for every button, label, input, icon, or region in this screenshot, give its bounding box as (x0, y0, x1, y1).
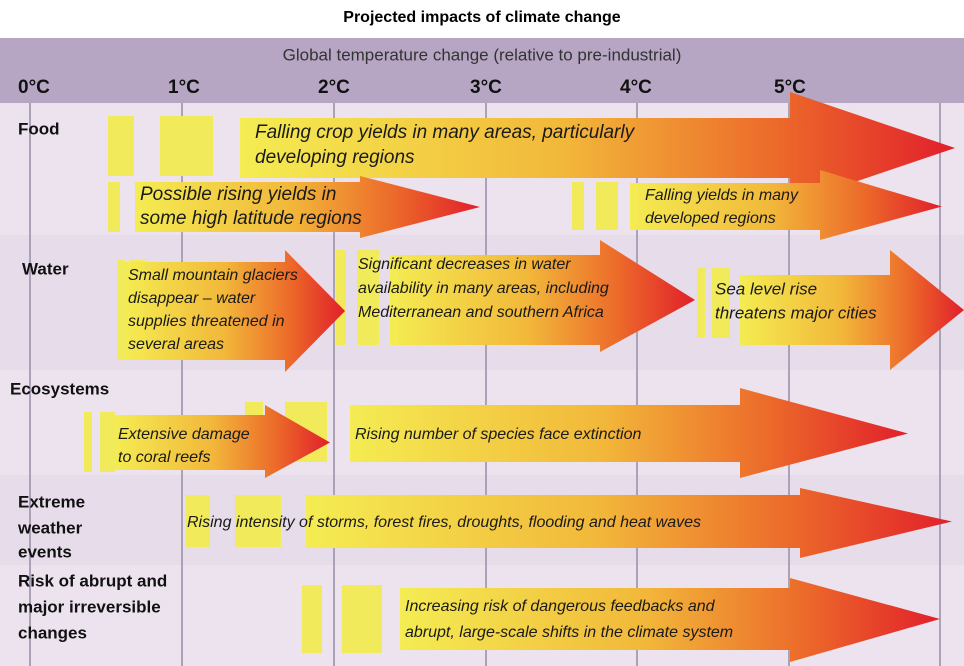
impact-text: some high latitude regions (140, 208, 362, 229)
row-label: major irreversible (18, 597, 161, 616)
row-label: events (18, 542, 72, 561)
row-label: Risk of abrupt and (18, 571, 167, 590)
impact-text: Extensive damage (118, 426, 250, 443)
arrow (350, 388, 908, 478)
impact-text: Rising intensity of storms, forest fires… (187, 514, 701, 531)
impact-text: Sea level rise (715, 279, 817, 298)
impact-text: Mediterranean and southern Africa (358, 304, 604, 321)
yellow-bar (357, 250, 379, 345)
impact-text: Significant decreases in water (358, 256, 571, 273)
impact-text: supplies threatened in (128, 313, 285, 330)
tick-label: 3°C (470, 77, 502, 98)
yellow-bar (235, 495, 281, 547)
yellow-bar (108, 116, 134, 176)
tick-label: 5°C (774, 77, 806, 98)
yellow-bar (572, 182, 584, 230)
yellow-bar (697, 268, 705, 338)
impact-text: abrupt, large-scale shifts in the climat… (405, 624, 733, 641)
impact-text: Small mountain glaciers (128, 267, 298, 284)
row-label: weather (17, 518, 83, 537)
row-label: Water (22, 259, 69, 278)
yellow-bar (336, 250, 346, 345)
row-label: Ecosystems (10, 379, 109, 398)
title: Projected impacts of climate change (343, 9, 621, 26)
impact-text: developing regions (255, 147, 415, 168)
impact-text: disappear – water (128, 290, 256, 307)
tick-label: 0°C (18, 77, 50, 98)
impact-text: several areas (128, 336, 224, 353)
arrow (115, 405, 330, 478)
arrow (390, 240, 695, 352)
yellow-bar (596, 182, 618, 230)
arrow (740, 250, 964, 370)
yellow-bar (342, 585, 382, 653)
arrow (135, 176, 480, 238)
tick-label: 1°C (168, 77, 200, 98)
impact-text: Falling yields in many (645, 187, 799, 204)
impact-text: threatens major cities (715, 303, 877, 322)
impact-text: Falling crop yields in many areas, parti… (255, 122, 636, 143)
row-label: Food (18, 119, 60, 138)
arrow (306, 488, 952, 558)
arrow (630, 170, 942, 240)
header-band (0, 38, 964, 103)
impact-text: Rising number of species face extinction (355, 426, 641, 443)
arrow (240, 92, 955, 204)
impact-text: Increasing risk of dangerous feedbacks a… (405, 598, 716, 615)
yellow-bar (108, 182, 120, 232)
axis-label: Global temperature change (relative to p… (283, 45, 682, 64)
tick-label: 2°C (318, 77, 350, 98)
yellow-bar (186, 495, 210, 547)
tick-label: 4°C (620, 77, 652, 98)
yellow-bar (84, 412, 92, 472)
yellow-bar (302, 585, 322, 653)
row-label: Extreme (18, 492, 85, 511)
impact-text: developed regions (645, 210, 776, 227)
row-label: changes (18, 623, 87, 642)
yellow-bar (712, 268, 730, 338)
yellow-bar (160, 116, 213, 176)
yellow-bar (100, 412, 115, 472)
impact-text: availability in many areas, including (358, 280, 609, 297)
arrow (400, 578, 940, 662)
impact-text: to coral reefs (118, 449, 210, 466)
impact-text: Possible rising yields in (140, 184, 336, 205)
arrow (125, 250, 345, 372)
yellow-bar (117, 260, 125, 360)
